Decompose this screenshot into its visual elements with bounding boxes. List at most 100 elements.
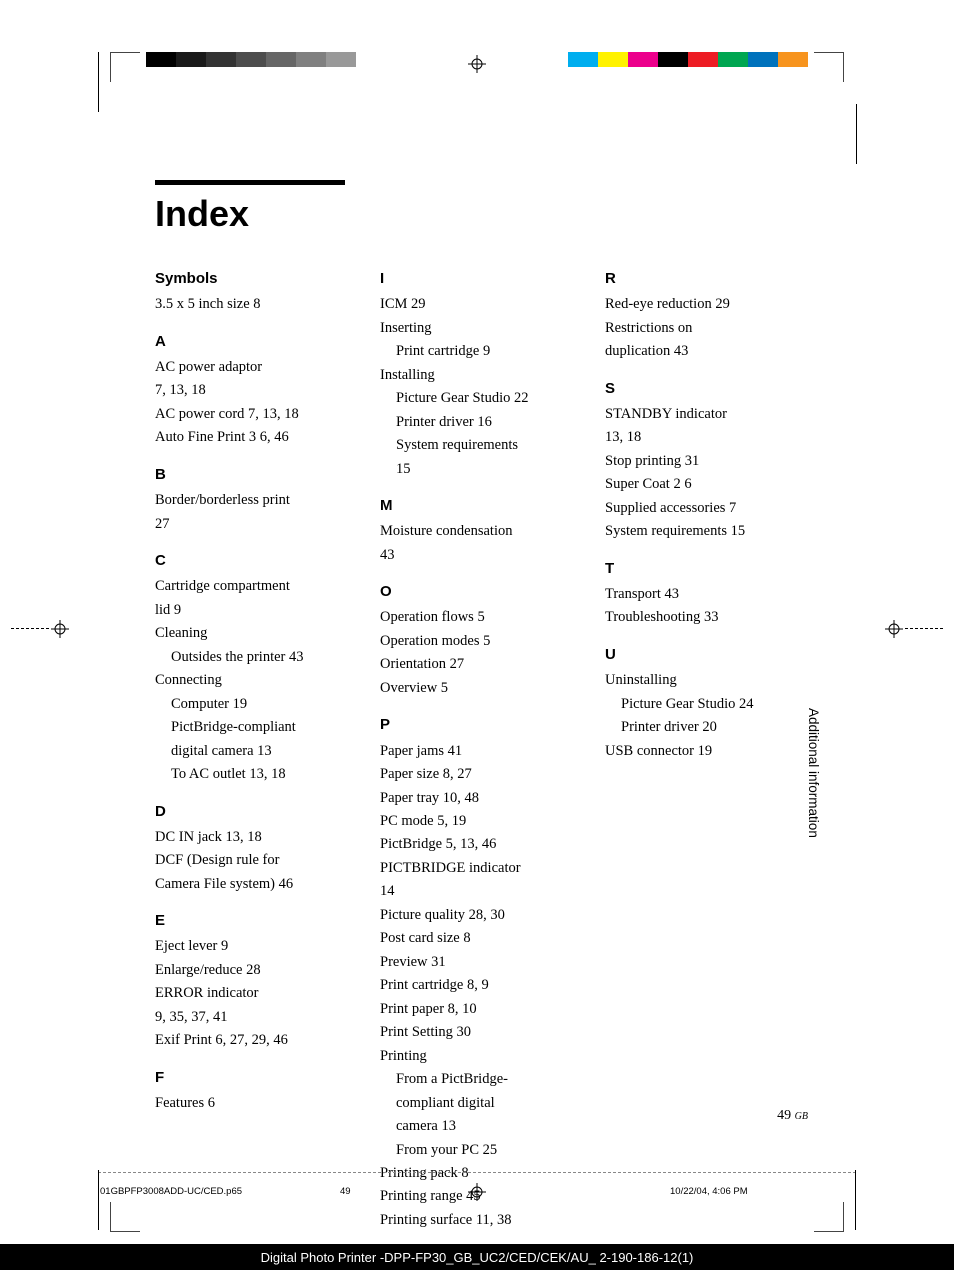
registration-top bbox=[0, 52, 954, 82]
index-letter-heading: D bbox=[155, 800, 360, 823]
index-letter-heading: F bbox=[155, 1066, 360, 1089]
index-entry: Print cartridge 8, 9 bbox=[380, 974, 585, 996]
title-rule bbox=[155, 180, 345, 185]
index-entry: Overview 5 bbox=[380, 677, 585, 699]
index-entry: Stop printing 31 bbox=[605, 450, 810, 472]
gray-swatch bbox=[206, 52, 236, 67]
index-entry: AC power adaptor bbox=[155, 356, 360, 378]
center-registration-mark-left bbox=[51, 620, 69, 638]
index-entry: Post card size 8 bbox=[380, 927, 585, 949]
index-subentry: Print cartridge 9 bbox=[380, 340, 585, 362]
index-letter-heading: B bbox=[155, 463, 360, 486]
index-entry: PICTBRIDGE indicator bbox=[380, 857, 585, 879]
bottom-bar-text: Digital Photo Printer -DPP-FP30_GB_UC2/C… bbox=[261, 1250, 694, 1265]
index-letter-heading: A bbox=[155, 330, 360, 353]
index-entry: Red-eye reduction 29 bbox=[605, 293, 810, 315]
gray-swatch bbox=[146, 52, 176, 67]
index-entry: Operation flows 5 bbox=[380, 606, 585, 628]
center-registration-mark-top bbox=[468, 55, 486, 73]
index-entry: 14 bbox=[380, 880, 585, 902]
index-letter-heading: O bbox=[380, 580, 585, 603]
index-columns: Symbols 3.5 x 5 inch size 8 A AC power adap… bbox=[155, 267, 810, 1232]
index-entry: PictBridge 5, 13, 46 bbox=[380, 833, 585, 855]
index-entry: Restrictions on bbox=[605, 317, 810, 339]
page-number-value: 49 bbox=[777, 1108, 791, 1123]
index-entry: ERROR indicator bbox=[155, 982, 360, 1004]
index-entry: Exif Print 6, 27, 29, 46 bbox=[155, 1029, 360, 1051]
center-registration-mark-right bbox=[885, 620, 903, 638]
index-subentry: Picture Gear Studio 24 bbox=[605, 693, 810, 715]
page-number-suffix: GB bbox=[795, 1111, 808, 1122]
index-entry: Inserting bbox=[380, 317, 585, 339]
index-column: Symbols 3.5 x 5 inch size 8 A AC power adap… bbox=[155, 267, 360, 1232]
index-letter-heading: C bbox=[155, 549, 360, 572]
index-entry: Super Coat 2 6 bbox=[605, 473, 810, 495]
index-entry: Cleaning bbox=[155, 622, 360, 644]
index-letter-heading: S bbox=[605, 377, 810, 400]
index-entry: 9, 35, 37, 41 bbox=[155, 1006, 360, 1028]
side-tab-label: Additional information bbox=[806, 708, 821, 838]
index-entry: 13, 18 bbox=[605, 426, 810, 448]
index-subentry: System requirements bbox=[380, 434, 585, 456]
index-subentry: To AC outlet 13, 18 bbox=[155, 763, 360, 785]
index-entry: Paper jams 41 bbox=[380, 740, 585, 762]
index-letter-heading: Symbols bbox=[155, 267, 360, 290]
index-entry: Print paper 8, 10 bbox=[380, 998, 585, 1020]
index-entry: PC mode 5, 19 bbox=[380, 810, 585, 832]
index-entry: Preview 31 bbox=[380, 951, 585, 973]
color-swatch bbox=[538, 52, 568, 67]
gray-swatch bbox=[176, 52, 206, 67]
gray-swatch bbox=[356, 52, 386, 67]
index-entry: Features 6 bbox=[155, 1092, 360, 1114]
color-swatch bbox=[568, 52, 598, 67]
footer-timestamp: 10/22/04, 4:06 PM bbox=[670, 1186, 748, 1197]
index-entry: STANDBY indicator bbox=[605, 403, 810, 425]
color-swatch bbox=[658, 52, 688, 67]
index-entry: Connecting bbox=[155, 669, 360, 691]
index-letter-heading: M bbox=[380, 494, 585, 517]
footer-page: 49 bbox=[340, 1186, 351, 1197]
index-entry: Uninstalling bbox=[605, 669, 810, 691]
index-letter-heading: T bbox=[605, 557, 810, 580]
index-entry: Operation modes 5 bbox=[380, 630, 585, 652]
index-letter-heading: R bbox=[605, 267, 810, 290]
index-subentry: Outsides the printer 43 bbox=[155, 646, 360, 668]
index-subentry: PictBridge-compliant bbox=[155, 716, 360, 738]
gray-calibration-bars bbox=[146, 52, 386, 67]
index-entry: Enlarge/reduce 28 bbox=[155, 959, 360, 981]
index-subentry: Printer driver 16 bbox=[380, 411, 585, 433]
footer-filename: 01GBPFP3008ADD-UC/CED.p65 bbox=[100, 1186, 242, 1197]
index-entry: Printing pack 8 bbox=[380, 1162, 585, 1184]
index-subentry: compliant digital bbox=[380, 1092, 585, 1114]
index-entry: USB connector 19 bbox=[605, 740, 810, 762]
center-registration-mark-bottom bbox=[468, 1183, 486, 1201]
index-entry: 27 bbox=[155, 513, 360, 535]
index-entry: 7, 13, 18 bbox=[155, 379, 360, 401]
index-entry: Moisture condensation bbox=[380, 520, 585, 542]
page-title: Index bbox=[155, 193, 810, 235]
inner-crop-br bbox=[814, 1202, 844, 1232]
index-entry: Installing bbox=[380, 364, 585, 386]
index-entry: ICM 29 bbox=[380, 293, 585, 315]
index-entry: Auto Fine Print 3 6, 46 bbox=[155, 426, 360, 448]
index-entry: Paper tray 10, 48 bbox=[380, 787, 585, 809]
index-entry: 43 bbox=[380, 544, 585, 566]
index-entry: DCF (Design rule for bbox=[155, 849, 360, 871]
index-entry: Print Setting 30 bbox=[380, 1021, 585, 1043]
color-calibration-bars bbox=[538, 52, 808, 67]
index-entry: Camera File system) 46 bbox=[155, 873, 360, 895]
gray-swatch bbox=[266, 52, 296, 67]
index-entry: DC IN jack 13, 18 bbox=[155, 826, 360, 848]
index-entry: 3.5 x 5 inch size 8 bbox=[155, 293, 360, 315]
page-content: Index Symbols 3.5 x 5 inch size 8 A AC powe… bbox=[155, 180, 810, 1232]
index-subentry: Printer driver 20 bbox=[605, 716, 810, 738]
index-entry: Orientation 27 bbox=[380, 653, 585, 675]
index-entry: Picture quality 28, 30 bbox=[380, 904, 585, 926]
color-swatch bbox=[688, 52, 718, 67]
gray-swatch bbox=[296, 52, 326, 67]
index-column: IICM 29InsertingPrint cartridge 9Install… bbox=[380, 267, 585, 1232]
index-subentry: camera 13 bbox=[380, 1115, 585, 1137]
gray-swatch bbox=[236, 52, 266, 67]
footer-divider bbox=[98, 1172, 856, 1173]
index-entry: AC power cord 7, 13, 18 bbox=[155, 403, 360, 425]
